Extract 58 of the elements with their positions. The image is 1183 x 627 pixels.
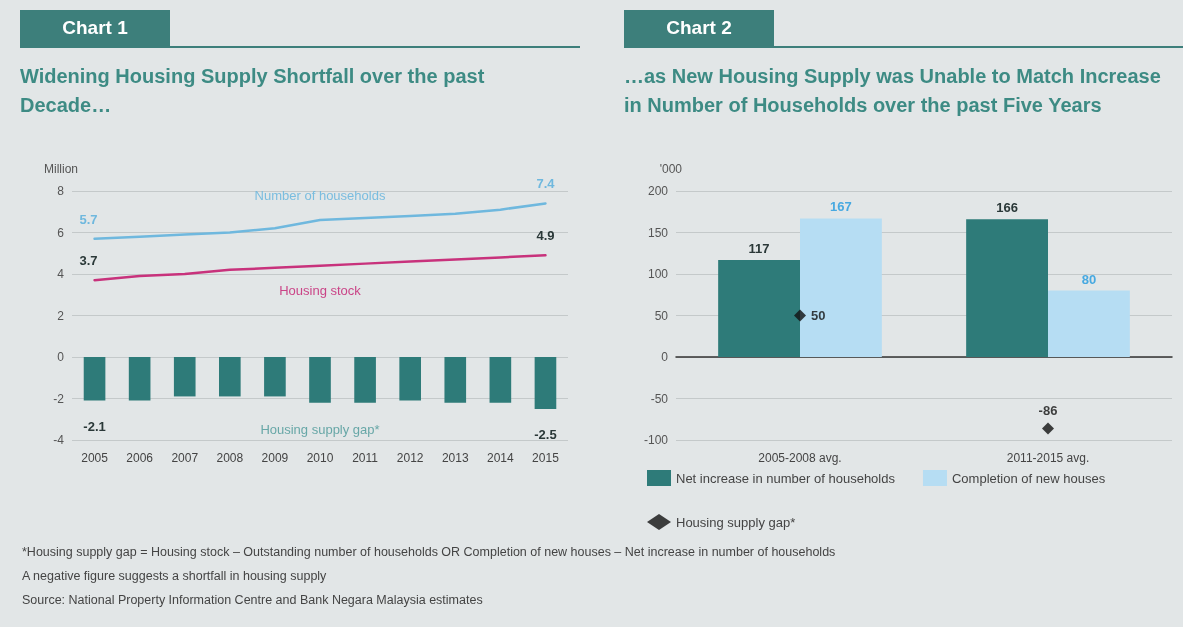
y-tick-label: 2 xyxy=(57,308,65,323)
source-note: Source: National Property Information Centre and Bank Negara Malaysia estimates xyxy=(22,592,484,609)
x-tick-label: 2015 xyxy=(532,451,560,465)
y-tick-label: -100 xyxy=(643,433,669,447)
y-tick-label: 8 xyxy=(57,184,65,198)
series-label: Number of households xyxy=(254,188,386,204)
series-label: Housing supply gap* xyxy=(260,421,380,437)
x-tick-label: 2014 xyxy=(487,451,515,465)
legend-label: Completion of new houses xyxy=(951,470,1106,486)
data-label: 7.4 xyxy=(536,176,556,192)
legend-label: Net increase in number of households xyxy=(676,470,896,486)
data-label: -2.1 xyxy=(83,418,106,434)
x-tick-label: 2007 xyxy=(171,451,199,465)
y-tick-label: -4 xyxy=(53,433,65,447)
text: A negative figure suggests a shortfall in housing supply xyxy=(22,568,328,585)
y-tick-label: 50 xyxy=(654,308,669,323)
series-label: Housing stock xyxy=(279,282,362,298)
text: *Housing supply gap = Housing stock – Outstanding number of households OR Completion of new houses – Net increase in number of households xyxy=(22,544,836,561)
data-label: 117 xyxy=(748,240,770,256)
y-axis-title: '000 xyxy=(659,162,683,176)
y-tick-label: 100 xyxy=(647,267,669,281)
bar xyxy=(966,219,1048,357)
data-label: -2.5 xyxy=(534,426,557,442)
data-label: 50 xyxy=(811,308,826,323)
data-label: 167 xyxy=(830,199,852,215)
data-label: 4.9 xyxy=(536,228,555,244)
x-tick-label: 2008 xyxy=(216,451,244,465)
y-axis-title: Million xyxy=(43,162,78,176)
bar xyxy=(800,218,882,357)
y-tick-label: 0 xyxy=(661,350,669,364)
x-tick-label: 2011 xyxy=(352,451,379,465)
data-label: -86 xyxy=(1038,403,1058,419)
x-tick-label: 2005 xyxy=(81,451,109,465)
y-tick-label: 200 xyxy=(647,184,669,198)
x-tick-label: 2013 xyxy=(441,451,469,465)
data-label: 3.7 xyxy=(79,253,98,269)
y-tick-label: -2 xyxy=(53,391,65,406)
bar xyxy=(1048,290,1130,357)
data-label: 80 xyxy=(1081,271,1097,287)
bar xyxy=(718,259,800,357)
x-tick-label: 2012 xyxy=(396,451,424,465)
x-tick-label: 2005-2008 avg. xyxy=(758,451,842,465)
y-tick-label: -50 xyxy=(650,391,669,406)
x-tick-label: 2011-2015 avg. xyxy=(1006,451,1090,465)
chart-subtitle: Widening Housing Supply Shortfall over the past Decade… xyxy=(20,64,486,118)
x-tick-label: 2010 xyxy=(306,451,334,465)
chart-subtitle: …as New Housing Supply was Unable to Match Increase in Number of Households over the past Five Years xyxy=(624,64,1162,118)
y-tick-label: 4 xyxy=(57,267,65,281)
chart-title: Chart 2 xyxy=(624,10,774,46)
y-tick-label: 150 xyxy=(647,225,669,240)
chart-title: Chart 1 xyxy=(20,10,170,46)
x-tick-label: 2006 xyxy=(126,451,154,465)
legend-label: Housing supply gap* xyxy=(676,514,796,530)
data-label: 166 xyxy=(996,200,1018,216)
y-tick-label: 6 xyxy=(57,225,65,240)
y-tick-label: 0 xyxy=(57,350,65,364)
x-tick-label: 2009 xyxy=(261,451,289,465)
data-label: 5.7 xyxy=(79,211,98,227)
